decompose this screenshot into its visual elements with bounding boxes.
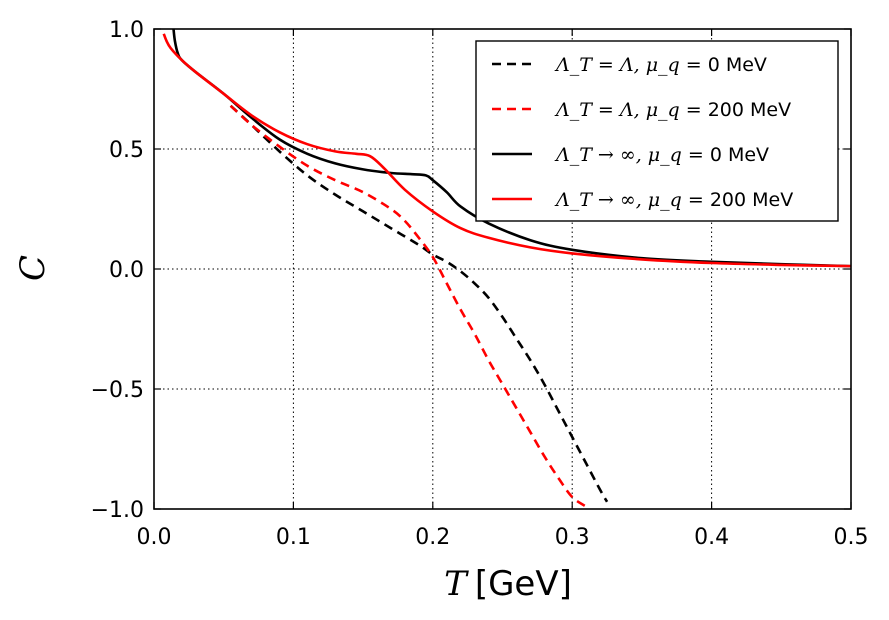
x-tick-label: 0.1 [276, 525, 311, 550]
x-axis-symbol: T [444, 564, 469, 604]
x-tick-label: 0.3 [555, 525, 590, 550]
y-tick-label: −1.0 [91, 498, 144, 523]
x-axis-label: T [GeV] [444, 564, 572, 604]
x-tick-label: 0.2 [415, 525, 450, 550]
x-tick-label: 0.4 [694, 525, 729, 550]
legend-label-1: Λ_T = Λ, μ_q = 0 MeV [554, 54, 767, 76]
tick-labels: 0.0 0.1 0.2 0.3 0.4 0.5 1.0 0.5 0.0 −0.5 −1.0 [91, 18, 869, 550]
legend: Λ_T = Λ, μ_q = 0 MeV Λ_T = Λ, μ_q = 200 M… [475, 40, 839, 222]
legend-label-4: Λ_T → ∞, μ_q = 200 MeV [554, 189, 793, 211]
legend-box [475, 40, 839, 222]
y-axis-label: C [13, 255, 53, 281]
legend-label-2: Λ_T = Λ, μ_q = 200 MeV [554, 99, 791, 121]
axis-ticks [153, 28, 852, 510]
y-tick-label: 1.0 [109, 18, 144, 43]
series-line-1 [229, 104, 609, 503]
x-tick-label: 0.5 [834, 525, 869, 550]
series-line-4 [162, 33, 851, 268]
y-tick-label: 0.0 [109, 258, 144, 283]
legend-label-3: Λ_T → ∞, μ_q = 0 MeV [554, 144, 769, 166]
series-layer [162, 29, 851, 508]
x-axis-unit: [GeV] [475, 564, 572, 604]
y-tick-label: −0.5 [91, 378, 144, 403]
x-tick-label: 0.0 [137, 525, 172, 550]
series-line-2 [229, 104, 587, 508]
y-tick-label: 0.5 [109, 138, 144, 163]
